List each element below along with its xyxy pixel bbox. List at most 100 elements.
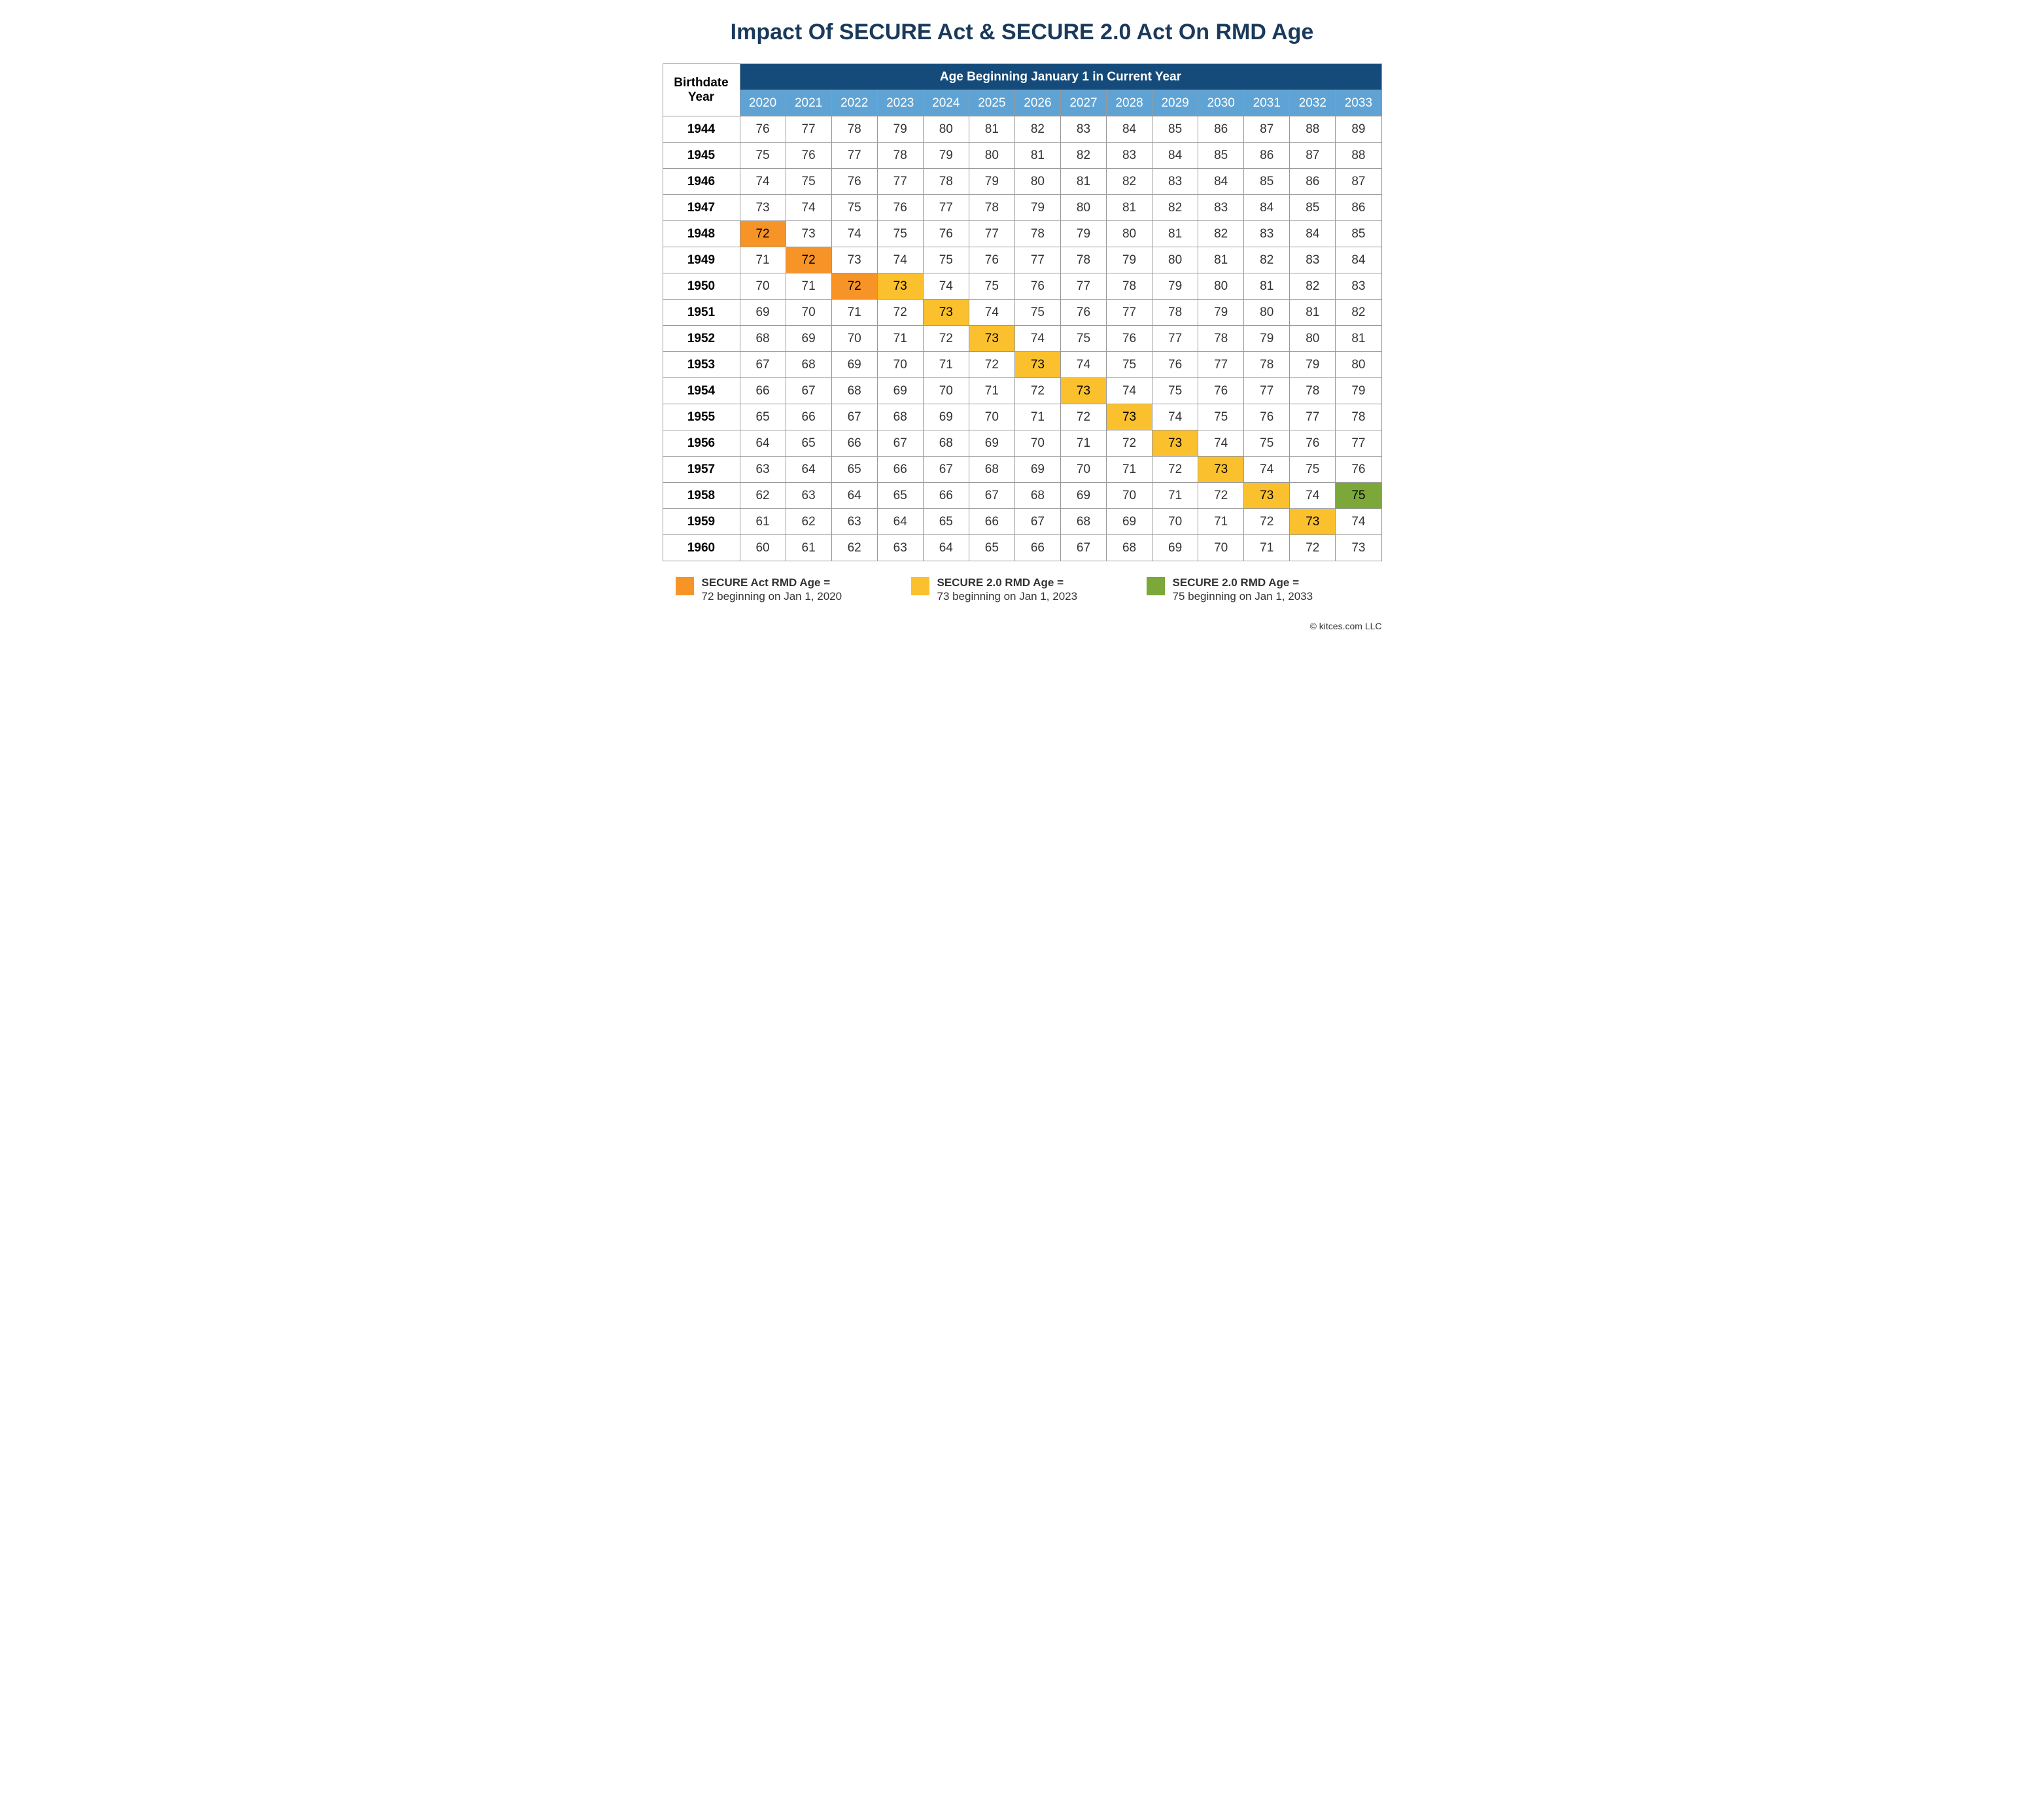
table-row: 19586263646566676869707172737475 bbox=[663, 483, 1381, 509]
age-cell: 80 bbox=[1152, 247, 1198, 273]
birth-year-header: 1959 bbox=[663, 509, 740, 535]
age-cell: 76 bbox=[1198, 378, 1244, 404]
age-cell: 73 bbox=[831, 247, 877, 273]
age-cell: 73 bbox=[1152, 430, 1198, 457]
age-cell: 78 bbox=[1336, 404, 1381, 430]
age-cell: 64 bbox=[923, 535, 969, 561]
age-cell: 67 bbox=[923, 457, 969, 483]
birth-year-header: 1953 bbox=[663, 352, 740, 378]
age-cell: 73 bbox=[1244, 483, 1290, 509]
age-cell: 79 bbox=[1152, 273, 1198, 300]
age-cell: 63 bbox=[740, 457, 786, 483]
age-cell: 83 bbox=[1107, 143, 1152, 169]
birth-year-header: 1957 bbox=[663, 457, 740, 483]
corner-header-line2: Year bbox=[688, 90, 714, 104]
age-cell: 75 bbox=[969, 273, 1014, 300]
year-column-header: 2029 bbox=[1152, 90, 1198, 116]
age-cell: 69 bbox=[1060, 483, 1106, 509]
age-cell: 83 bbox=[1060, 116, 1106, 143]
age-cell: 72 bbox=[1060, 404, 1106, 430]
age-cell: 81 bbox=[1244, 273, 1290, 300]
age-cell: 76 bbox=[1060, 300, 1106, 326]
age-cell: 64 bbox=[831, 483, 877, 509]
table-row: 19596162636465666768697071727374 bbox=[663, 509, 1381, 535]
rmd-age-table: Birthdate Year Age Beginning January 1 i… bbox=[663, 63, 1382, 561]
legend-item: SECURE Act RMD Age =72 beginning on Jan … bbox=[676, 576, 898, 604]
age-cell: 81 bbox=[1060, 169, 1106, 195]
age-cell: 71 bbox=[1152, 483, 1198, 509]
age-cell: 72 bbox=[740, 221, 786, 247]
age-cell: 76 bbox=[1244, 404, 1290, 430]
age-cell: 79 bbox=[1060, 221, 1106, 247]
age-cell: 72 bbox=[1198, 483, 1244, 509]
age-cell: 87 bbox=[1336, 169, 1381, 195]
age-cell: 69 bbox=[831, 352, 877, 378]
age-cell: 71 bbox=[1198, 509, 1244, 535]
age-cell: 83 bbox=[1336, 273, 1381, 300]
age-cell: 65 bbox=[786, 430, 831, 457]
age-cell: 67 bbox=[786, 378, 831, 404]
table-row: 19467475767778798081828384858687 bbox=[663, 169, 1381, 195]
age-cell: 76 bbox=[969, 247, 1014, 273]
year-column-header: 2025 bbox=[969, 90, 1014, 116]
age-cell: 79 bbox=[1336, 378, 1381, 404]
age-cell: 65 bbox=[877, 483, 923, 509]
age-cell: 66 bbox=[877, 457, 923, 483]
age-cell: 75 bbox=[740, 143, 786, 169]
age-cell: 72 bbox=[877, 300, 923, 326]
age-cell: 72 bbox=[1244, 509, 1290, 535]
age-cell: 71 bbox=[831, 300, 877, 326]
table-row: 19606061626364656667686970717273 bbox=[663, 535, 1381, 561]
age-cell: 75 bbox=[923, 247, 969, 273]
age-cell: 80 bbox=[923, 116, 969, 143]
age-cell: 81 bbox=[1198, 247, 1244, 273]
age-cell: 78 bbox=[923, 169, 969, 195]
year-column-header: 2024 bbox=[923, 90, 969, 116]
age-cell: 81 bbox=[1107, 195, 1152, 221]
span-header-text: Age Beginning January 1 in Current Year bbox=[940, 70, 1181, 84]
age-cell: 64 bbox=[877, 509, 923, 535]
age-cell: 78 bbox=[1107, 273, 1152, 300]
age-cell: 84 bbox=[1290, 221, 1336, 247]
age-cell: 68 bbox=[877, 404, 923, 430]
header-row-1: Birthdate Year Age Beginning January 1 i… bbox=[663, 64, 1381, 90]
age-cell: 68 bbox=[969, 457, 1014, 483]
age-cell: 77 bbox=[877, 169, 923, 195]
age-cell: 74 bbox=[1014, 326, 1060, 352]
age-cell: 75 bbox=[1198, 404, 1244, 430]
age-cell: 75 bbox=[831, 195, 877, 221]
year-column-header: 2020 bbox=[740, 90, 786, 116]
age-cell: 69 bbox=[923, 404, 969, 430]
age-cell: 74 bbox=[1198, 430, 1244, 457]
age-cell: 62 bbox=[831, 535, 877, 561]
age-cell: 77 bbox=[1060, 273, 1106, 300]
age-cell: 74 bbox=[1152, 404, 1198, 430]
age-cell: 86 bbox=[1198, 116, 1244, 143]
age-cell: 79 bbox=[1290, 352, 1336, 378]
table-row: 19516970717273747576777879808182 bbox=[663, 300, 1381, 326]
legend-subtitle: 73 beginning on Jan 1, 2023 bbox=[937, 589, 1078, 603]
age-cell: 63 bbox=[877, 535, 923, 561]
age-cell: 74 bbox=[969, 300, 1014, 326]
year-column-header: 2023 bbox=[877, 90, 923, 116]
age-cell: 83 bbox=[1152, 169, 1198, 195]
age-cell: 63 bbox=[786, 483, 831, 509]
age-cell: 78 bbox=[1014, 221, 1060, 247]
birth-year-header: 1946 bbox=[663, 169, 740, 195]
corner-header-line1: Birthdate bbox=[674, 76, 728, 90]
birth-year-header: 1955 bbox=[663, 404, 740, 430]
legend-item: SECURE 2.0 RMD Age =75 beginning on Jan … bbox=[1147, 576, 1369, 604]
age-cell: 86 bbox=[1244, 143, 1290, 169]
table-row: 19536768697071727374757677787980 bbox=[663, 352, 1381, 378]
age-cell: 67 bbox=[969, 483, 1014, 509]
age-cell: 76 bbox=[1107, 326, 1152, 352]
age-cell: 73 bbox=[1107, 404, 1152, 430]
age-cell: 75 bbox=[877, 221, 923, 247]
age-cell: 74 bbox=[831, 221, 877, 247]
age-cell: 80 bbox=[1336, 352, 1381, 378]
age-cell: 82 bbox=[1290, 273, 1336, 300]
age-cell: 66 bbox=[1014, 535, 1060, 561]
age-cell: 82 bbox=[1336, 300, 1381, 326]
page-title: Impact Of SECURE Act & SECURE 2.0 Act On… bbox=[663, 20, 1382, 45]
age-cell: 70 bbox=[831, 326, 877, 352]
